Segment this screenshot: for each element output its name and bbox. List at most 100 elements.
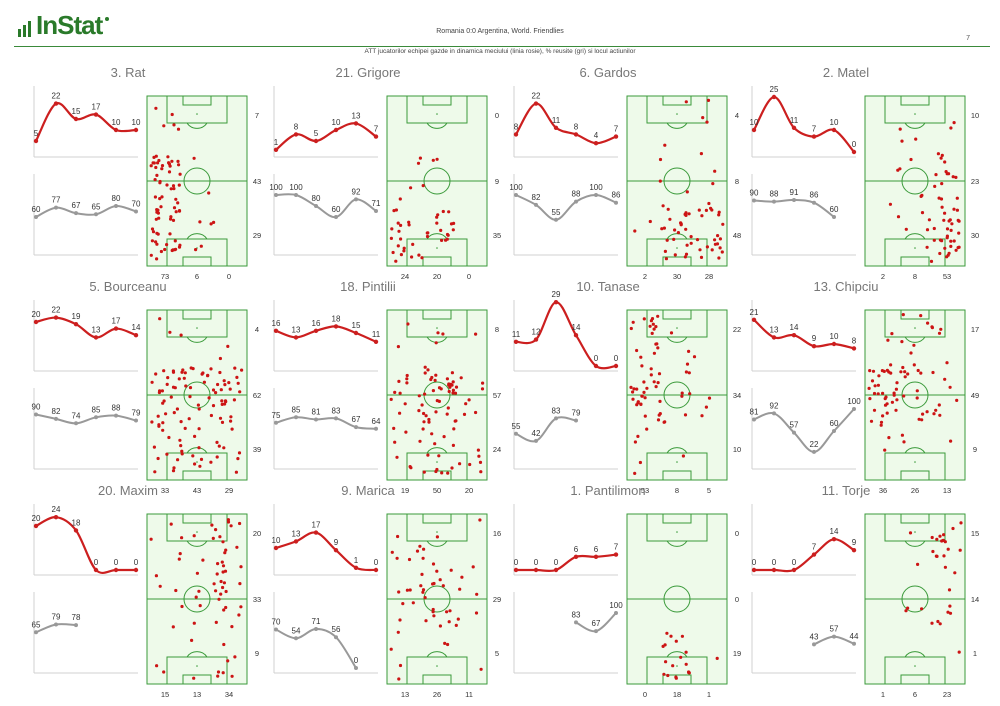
third-count-label: 4 (735, 111, 739, 120)
pitch-top-arc (666, 122, 688, 129)
success-point (274, 193, 278, 197)
pitch-top-goal-area (662, 95, 692, 106)
action-dot (396, 345, 400, 349)
action-dot (949, 439, 953, 443)
success-label: 82 (52, 407, 61, 416)
action-dot (631, 390, 635, 394)
third-count-label: 4 (255, 325, 259, 334)
pitch-center-circle (663, 167, 691, 195)
action-dot (395, 556, 399, 560)
actions-point (53, 515, 59, 520)
actions-label: 19 (72, 312, 81, 321)
action-dot (157, 423, 161, 427)
action-dot (898, 127, 902, 131)
action-dot (230, 674, 234, 678)
action-dot (880, 369, 885, 373)
action-dot (697, 208, 701, 212)
success-label: 100 (509, 183, 523, 192)
action-dot (930, 535, 934, 540)
actions-line (515, 102, 617, 145)
action-dot (689, 235, 693, 239)
action-dot (399, 223, 403, 227)
success-point (334, 215, 338, 219)
action-dot (885, 411, 889, 415)
action-dot (440, 471, 444, 475)
action-dot (177, 245, 182, 249)
success-point (594, 193, 598, 197)
action-dot (398, 391, 402, 395)
action-dot (901, 365, 905, 370)
action-dot (194, 595, 198, 599)
actions-point (113, 127, 119, 133)
success-point (534, 202, 538, 207)
action-dot (717, 256, 721, 260)
channel-count-label: 0 (467, 272, 471, 281)
action-dot (206, 374, 210, 378)
success-line (275, 416, 377, 430)
action-dot (153, 195, 157, 199)
pitch-bottom-arc (426, 447, 448, 454)
success-label: 70 (272, 618, 281, 627)
action-dot (931, 549, 935, 554)
action-dot (160, 389, 164, 393)
channel-count-label: 36 (879, 486, 887, 495)
action-dot (192, 534, 196, 538)
third-count-label: 8 (735, 177, 739, 186)
action-dot (656, 346, 660, 350)
channel-count-label: 2 (881, 272, 885, 281)
action-dot (639, 402, 643, 406)
action-dot (938, 238, 943, 242)
action-dot (454, 623, 458, 628)
action-dot (177, 377, 181, 381)
third-count-label: 16 (493, 529, 501, 538)
action-dot (684, 650, 688, 654)
player-name: 21. Grigore (335, 65, 400, 80)
action-dot (663, 249, 668, 253)
action-dot (172, 123, 176, 127)
actions-label: 22 (532, 92, 541, 101)
action-dot (214, 589, 218, 593)
pitch-bottom-goal-area (900, 256, 930, 267)
action-dot (169, 215, 173, 219)
action-dot (158, 197, 162, 201)
actions-line (275, 122, 377, 151)
action-dot (687, 349, 691, 353)
action-dot (163, 247, 167, 252)
pitch-bottom-spot (196, 665, 198, 667)
third-count-label: 48 (733, 231, 741, 240)
actions-line (516, 553, 617, 573)
action-dot (228, 387, 232, 391)
action-dot (669, 634, 673, 638)
actions-point (553, 567, 559, 573)
success-label: 91 (790, 188, 799, 197)
actions-label: 9 (852, 538, 857, 547)
pitch-top-arc (186, 540, 208, 547)
third-count-label: 7 (255, 111, 259, 120)
actions-label: 11 (552, 116, 561, 125)
action-dot (468, 462, 472, 467)
action-dot (657, 372, 662, 376)
action-dot (422, 420, 426, 424)
action-dot (214, 620, 218, 625)
third-count-label: 17 (971, 325, 979, 334)
actions-point (831, 341, 837, 347)
success-label: 71 (312, 617, 321, 626)
actions-point (93, 112, 99, 117)
action-dot (943, 246, 947, 250)
action-dot (713, 238, 717, 242)
action-dot (674, 675, 678, 679)
action-dot (393, 440, 397, 444)
action-dot (411, 242, 415, 246)
channel-count-label: 20 (433, 272, 441, 281)
action-dot (938, 251, 942, 256)
action-dot (955, 398, 959, 402)
pitch-top-goal-area (422, 309, 452, 320)
action-dot (431, 610, 435, 614)
actions-point (53, 101, 59, 106)
action-dot (706, 98, 711, 102)
action-dot (720, 250, 724, 254)
third-count-label: 0 (735, 529, 739, 538)
actions-point (133, 567, 139, 573)
success-label: 81 (750, 407, 759, 416)
pitch-top-arc (904, 540, 926, 547)
